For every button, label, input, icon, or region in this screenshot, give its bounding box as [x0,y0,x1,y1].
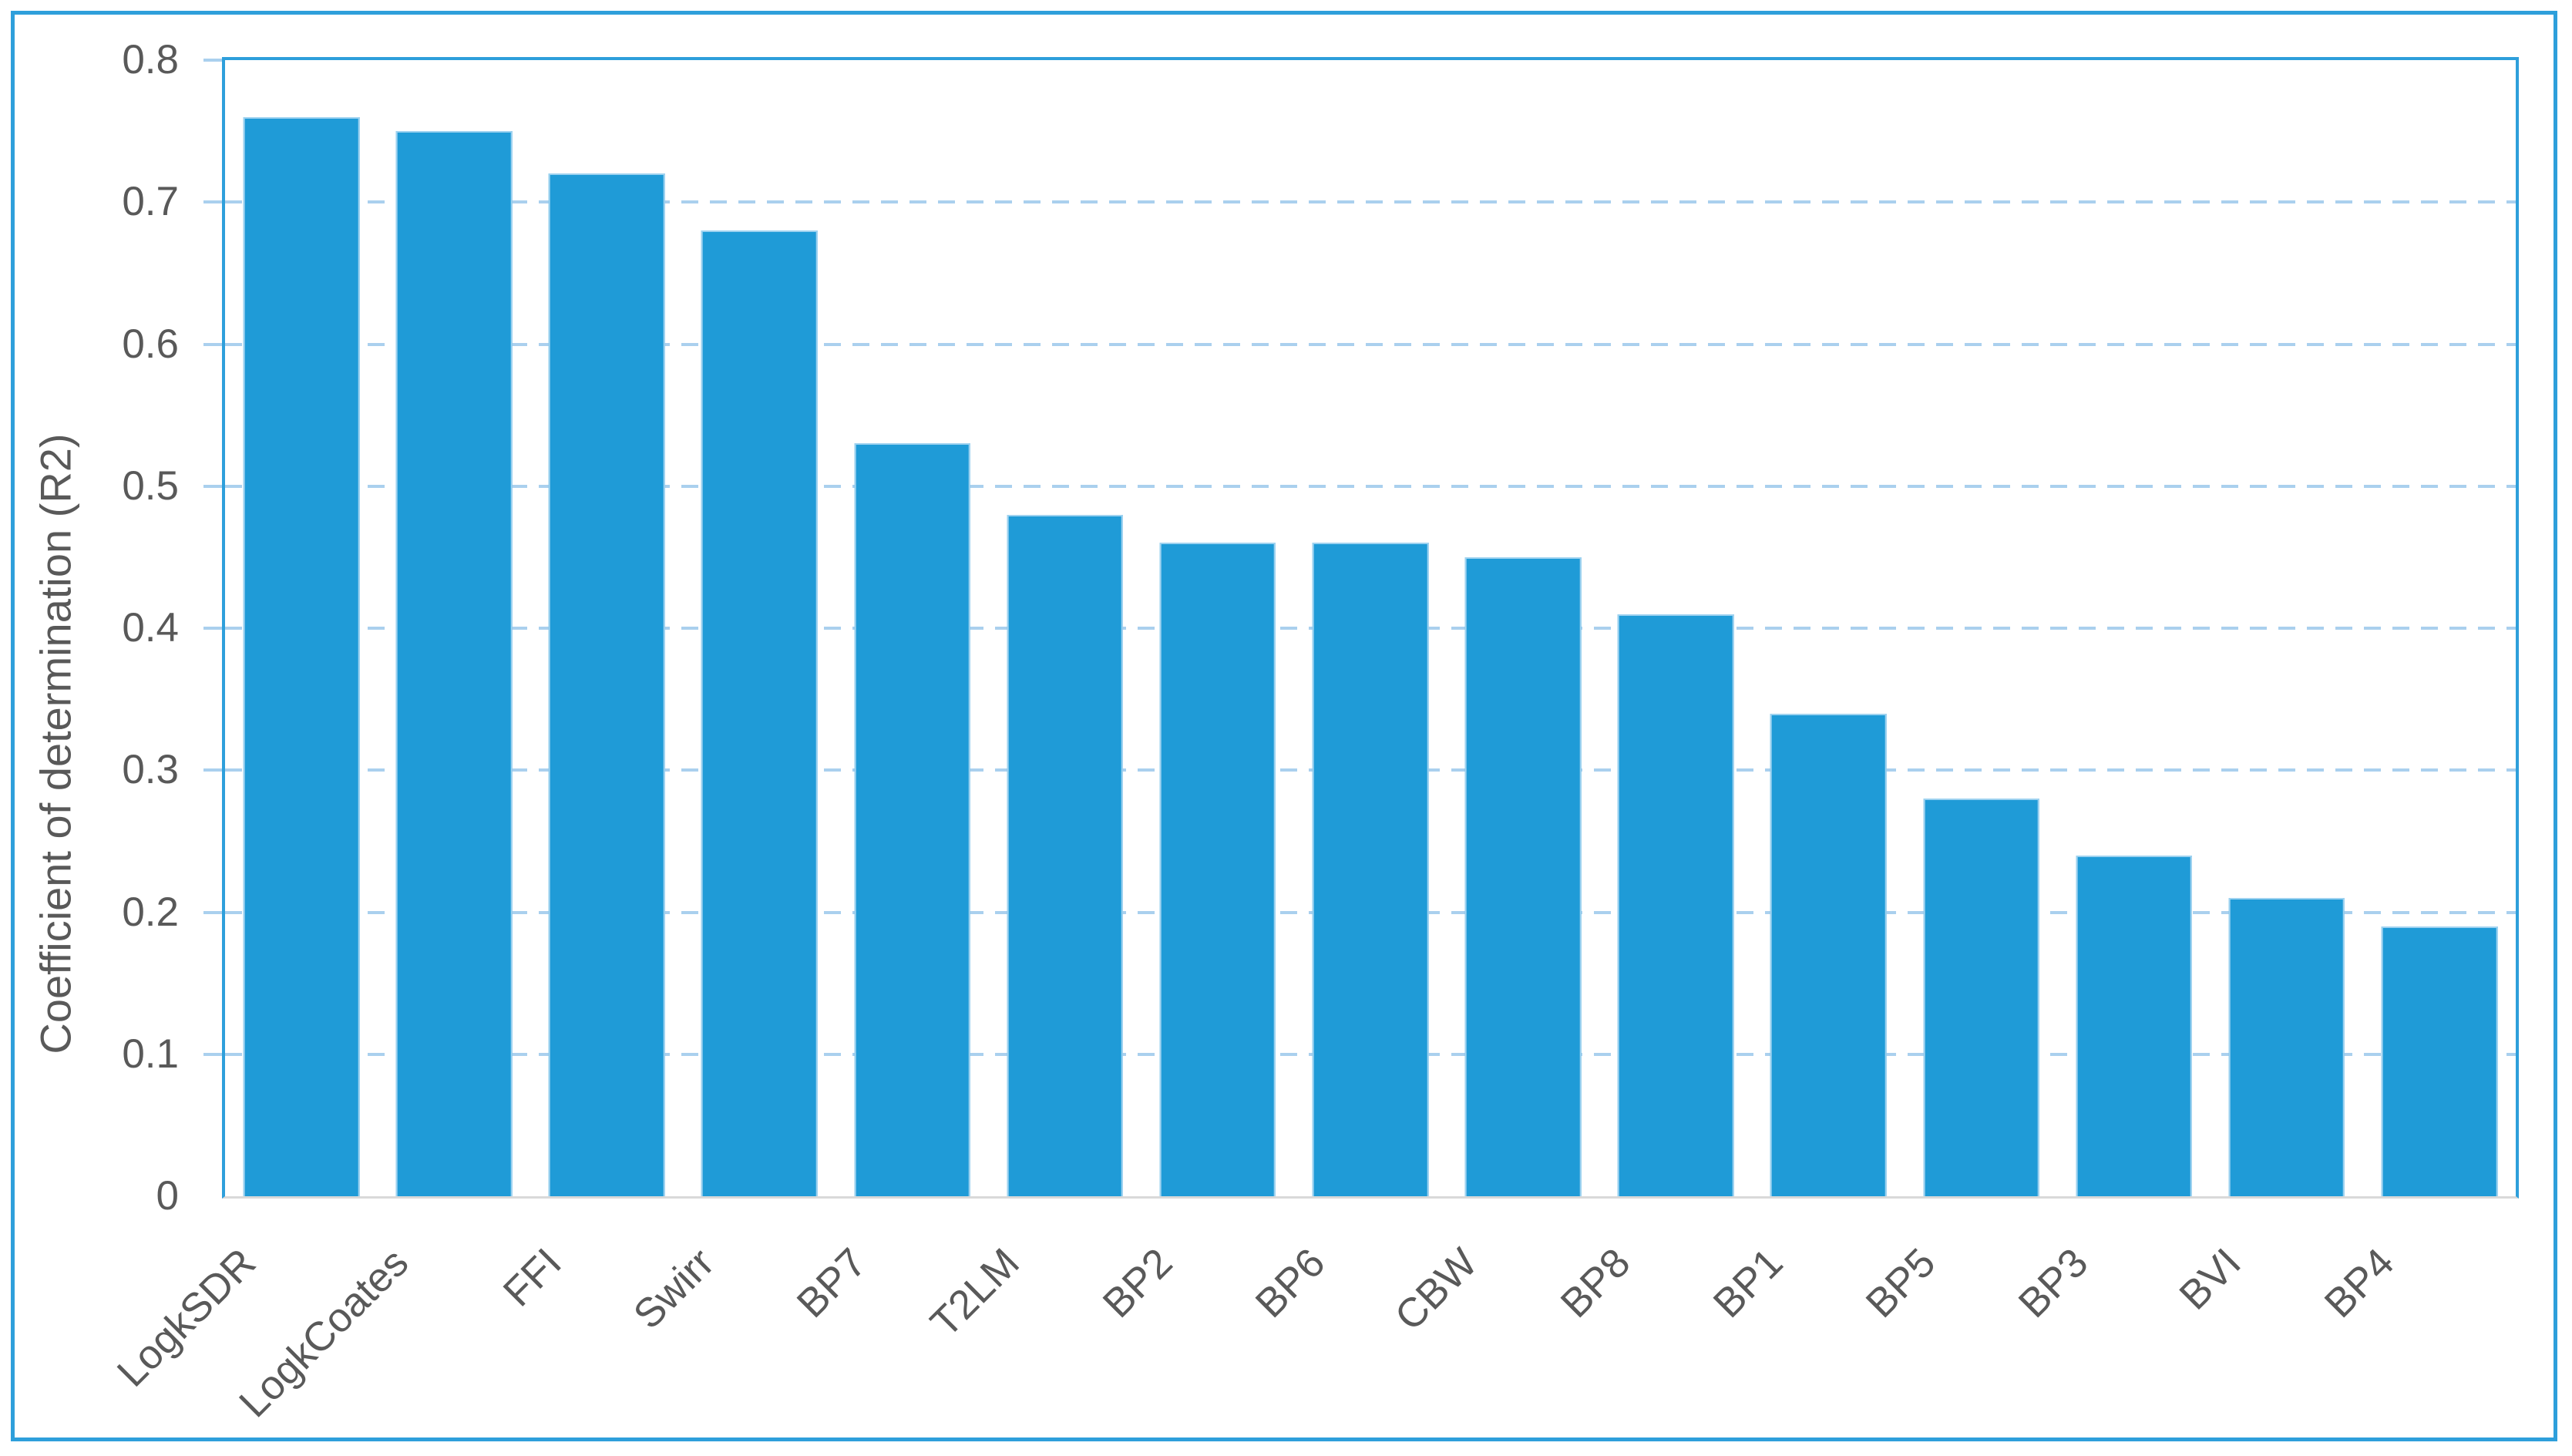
bar-slot [2211,60,2363,1196]
x-axis-labels: LogkSDR LogkCoates FFI Swirr BP7 T2LM BP2 BP6 CB… [109,1239,2516,1445]
x-category-label: BP5 [1858,1239,1945,1327]
x-category-label: BP6 [1246,1239,1334,1327]
bar-FFI [549,173,665,1196]
y-tick-label: 0.3 [122,747,179,793]
bar-BP5 [1923,799,2039,1196]
bar-BVI [2228,898,2345,1196]
bar-T2LM [1007,514,1124,1196]
y-tick-mark [203,342,222,346]
y-tick-label: 0.7 [122,179,179,225]
bar-BP7 [854,443,970,1196]
x-category-label: FFI [494,1239,570,1316]
y-tick-label: 0.6 [122,321,179,367]
y-tick-label: 0.8 [122,37,179,82]
bar-slot [225,60,378,1196]
y-tick-mark [203,59,222,62]
x-category-label: BP4 [2315,1239,2403,1327]
y-tick-mark [203,910,222,914]
bar-LogkCoates [395,131,513,1196]
bar-slot [1141,60,1294,1196]
bar-BP6 [1312,543,1429,1196]
gridline [225,342,2516,346]
x-category-label: BVI [2170,1239,2251,1319]
x-category-label: Swirr [624,1239,723,1338]
bar-CBW [1464,557,1582,1196]
bar-slot [836,60,989,1196]
bar-slot [2058,60,2211,1196]
bar-BP8 [1618,614,1734,1196]
y-tick-mark [203,200,222,204]
x-category-label: T2LM [922,1239,1029,1347]
bar-slot [530,60,683,1196]
bar-BP1 [1770,713,1887,1196]
bars-layer [225,60,2516,1196]
bar-slot [2363,60,2516,1196]
bar-BP2 [1159,543,1276,1196]
y-tick-mark [203,484,222,488]
y-tick-label: 0.4 [122,605,179,651]
bar-slot [989,60,1141,1196]
plot-area [222,57,2519,1199]
y-axis-title: Coefficient of determination (R2) [31,433,80,1054]
x-category-label: BP3 [2010,1239,2097,1327]
gridline [225,200,2516,204]
y-tick-label: 0.2 [122,889,179,935]
y-tick-mark [203,627,222,630]
y-tick-mark [203,768,222,772]
x-category-label: BP8 [1552,1239,1639,1327]
bar-slot [378,60,530,1196]
bar-slot [1752,60,1905,1196]
y-tick-label: 0 [156,1173,179,1219]
gridline [225,484,2516,488]
y-tick-mark [203,1052,222,1056]
chart-frame [11,11,2557,1441]
x-category-label: CBW [1387,1239,1487,1340]
bar-slot [683,60,835,1196]
x-category-label: BP7 [788,1239,876,1327]
bar-LogkSDR [243,116,360,1196]
bar-slot [1905,60,2058,1196]
x-category-label: BP1 [1705,1239,1792,1327]
bar-Swirr [701,230,818,1196]
bar-BP4 [2381,926,2498,1196]
y-tick-label: 0.1 [122,1031,179,1077]
x-category-label: BP2 [1094,1239,1182,1327]
bar-slot [1447,60,1599,1196]
bar-BP3 [2076,855,2193,1196]
bar-slot [1294,60,1447,1196]
y-tick-label: 0.5 [122,462,179,509]
bar-slot [1599,60,1752,1196]
